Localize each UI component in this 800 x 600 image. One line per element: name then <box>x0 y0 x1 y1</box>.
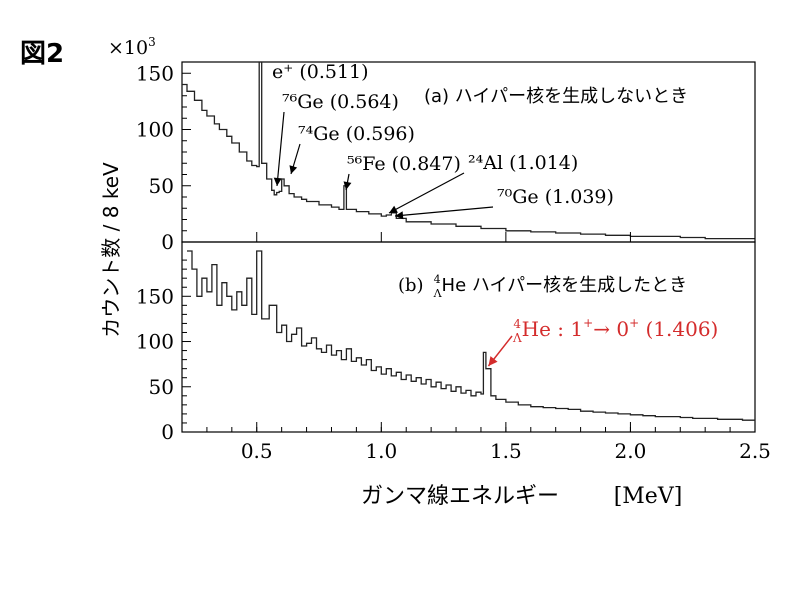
panel-b-annotation-4he: 4 ΛHe : 1+→ 0+ (1.406) <box>512 316 718 345</box>
panel-a-label: (a) ハイパー核を生成しないとき <box>424 86 688 107</box>
panel-b-annotation-arrowhead <box>488 356 498 366</box>
x-tick-label: 1.0 <box>365 439 397 463</box>
annotation-arrow <box>388 172 465 214</box>
panel-b-label: (b) 4 ΛHe ハイパー核を生成したとき <box>398 273 687 300</box>
annotation-label: ⁷⁴Ge (0.596) <box>298 123 415 145</box>
y-tick-label: 0 <box>161 230 174 254</box>
panel-a-annotations: e⁺ (0.511) ⁷⁶Ge (0.564) ⁷⁴Ge (0.596) ⁵⁶Fe (… <box>272 61 614 220</box>
panel-b-x-ticks: 0.5 1.0 1.5 2.0 2.5 <box>206 232 771 463</box>
annotation-label: ⁷⁶Ge (0.564) <box>282 91 399 113</box>
x-axis-label: ガンマ線エネルギー <box>361 484 559 509</box>
panel-b-spectrum-line <box>187 250 755 421</box>
x-tick-label: 2.0 <box>615 439 647 463</box>
annotation-label: ⁷⁰Ge (1.039) <box>497 186 614 208</box>
annotation-label: ²⁴Al (1.014) <box>468 152 578 174</box>
y-tick-label: 100 <box>136 118 174 142</box>
annotation-arrowhead <box>389 205 398 213</box>
panel-b-frame <box>181 241 756 433</box>
panel-a-spectrum-line <box>182 61 755 240</box>
y-axis-label: カウント数 / 8 keV <box>99 162 123 338</box>
x-axis-unit: [MeV] <box>614 484 683 509</box>
annotation-arrowhead <box>289 165 298 174</box>
y-tick-label: 50 <box>149 375 174 399</box>
x-tick-label: 2.5 <box>739 439 771 463</box>
annotation-label: ⁵⁶Fe (0.847) <box>347 153 461 175</box>
y-tick-label: 50 <box>149 174 174 198</box>
y-tick-label: 0 <box>161 420 174 444</box>
panel-a-y-ticks: 0 50 100 150 <box>136 61 191 254</box>
x-tick-label: 0.5 <box>241 439 273 463</box>
y-tick-label: 150 <box>136 61 174 85</box>
panel-a: 0 50 100 150 (a) ハイパー核を生成しないとき e⁺ (0.511) ⁷⁶… <box>136 61 756 254</box>
annotation-label: e⁺ (0.511) <box>272 61 369 83</box>
annotation-arrowhead <box>395 211 404 220</box>
y-tick-label: 150 <box>136 284 174 308</box>
annotation-arrow <box>394 206 494 217</box>
panel-b: 0 50 100 150 0.5 1.0 1.5 2.0 2.5 (b) 4 ΛHe ハイパー核を… <box>136 232 771 463</box>
y-multiplier: ×103 <box>108 35 156 59</box>
annotation-arrow <box>276 111 285 187</box>
figure-label: 図2 <box>20 39 64 69</box>
annotation-arrowhead <box>273 177 282 186</box>
x-tick-label: 1.5 <box>490 439 522 463</box>
y-tick-label: 100 <box>136 330 174 354</box>
annotation-arrowhead <box>343 181 352 190</box>
panel-b-y-ticks: 0 50 100 150 <box>136 259 191 444</box>
